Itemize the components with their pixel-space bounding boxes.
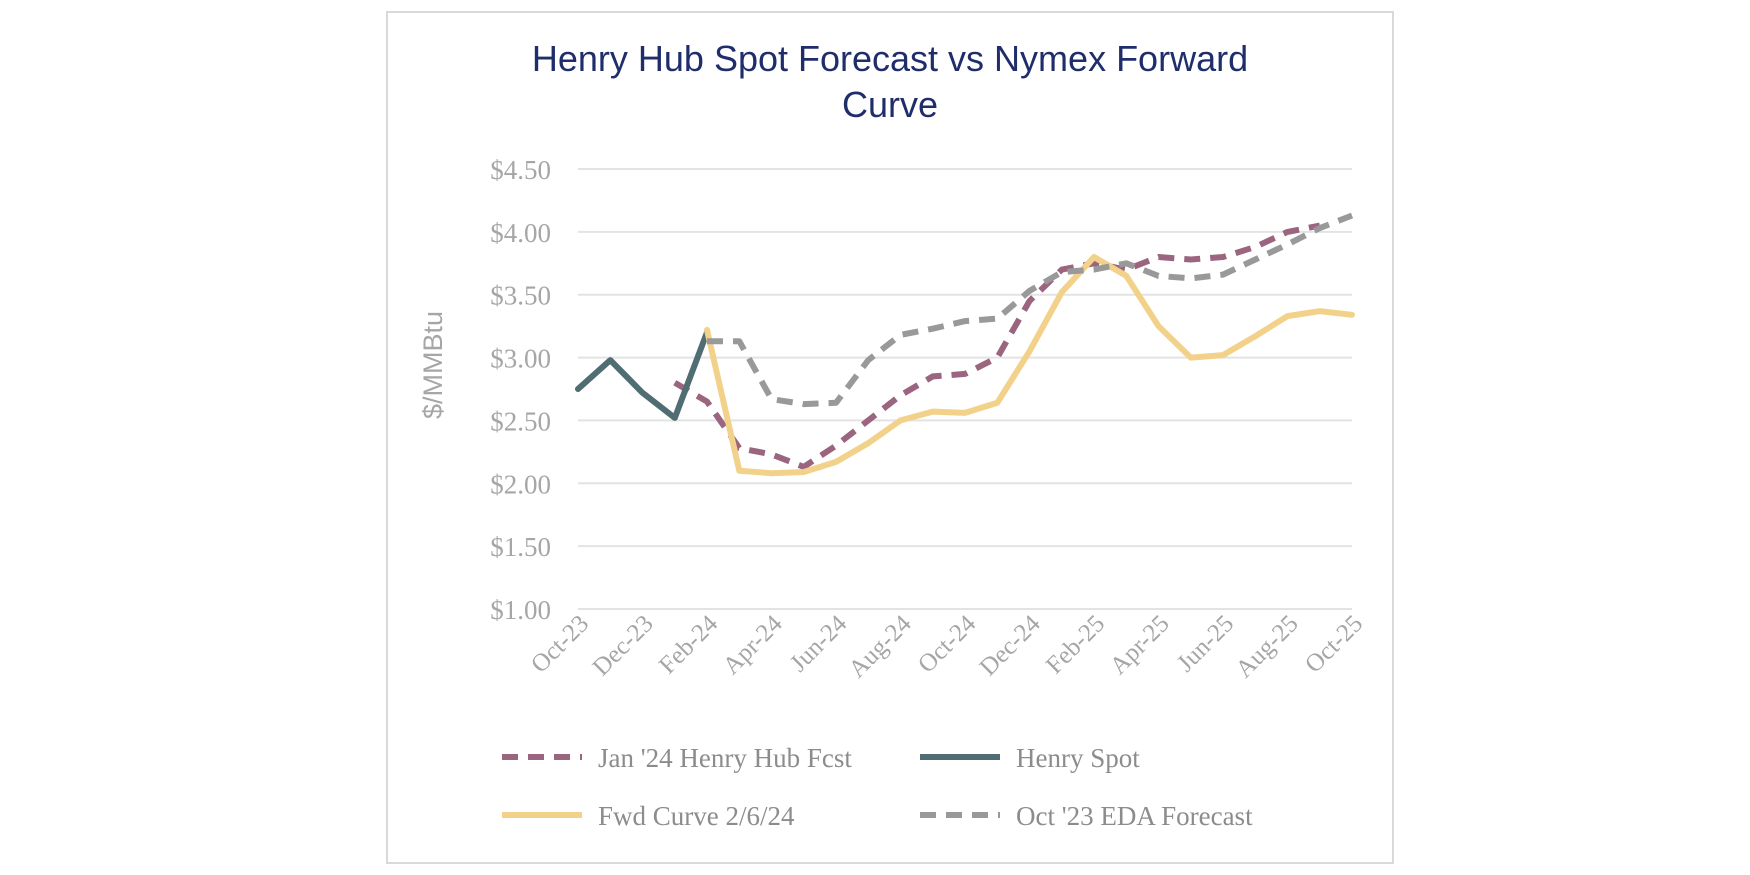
x-tick-label: Dec-23	[588, 610, 659, 681]
y-tick-label: $2.00	[490, 469, 551, 499]
y-tick-label: $1.00	[490, 595, 551, 625]
x-tick-label: Apr-24	[718, 610, 788, 680]
x-tick-label: Aug-25	[1231, 610, 1304, 683]
series-line	[673, 222, 1321, 470]
y-tick-label: $3.00	[490, 344, 551, 374]
y-tick-label: $1.50	[490, 532, 551, 562]
legend-label: Fwd Curve 2/6/24	[598, 801, 795, 831]
x-tick-labels: Oct-23Dec-23Feb-24Apr-24Jun-24Aug-24Oct-…	[526, 610, 1368, 683]
x-tick-label: Aug-24	[844, 610, 917, 683]
y-axis-label: $/MMBtu	[418, 311, 448, 419]
x-tick-label: Oct-25	[1300, 610, 1368, 678]
series-lines	[575, 212, 1355, 477]
x-tick-label: Feb-24	[654, 610, 724, 680]
x-tick-label: Apr-25	[1105, 610, 1175, 680]
legend: Jan '24 Henry Hub Fcst Henry Spot Fwd Curv…	[502, 743, 1253, 831]
y-tick-label: $3.50	[490, 281, 551, 311]
series-line	[704, 254, 1355, 477]
chart-title-line2: Curve	[841, 84, 939, 125]
series-line	[575, 329, 710, 421]
legend-label: Oct '23 EDA Forecast	[1016, 801, 1253, 831]
legend-label: Henry Spot	[1016, 743, 1140, 773]
y-tick-label: $2.50	[490, 406, 551, 436]
x-tick-label: Jun-24	[785, 610, 853, 678]
chart-title: Henry Hub Spot Forecast vs Nymex Forward…	[386, 36, 1394, 128]
y-tick-label: $4.00	[490, 218, 551, 248]
y-tick-labels: $1.00 $1.50 $2.00 $2.50 $3.00 $3.50 $4.00 $4.50	[490, 155, 551, 625]
y-tick-label: $4.50	[490, 155, 551, 185]
x-tick-label: Dec-24	[975, 610, 1046, 681]
chart-title-line1: Henry Hub Spot Forecast vs Nymex Forward	[531, 38, 1249, 79]
gridlines	[578, 168, 1352, 610]
legend-label: Jan '24 Henry Hub Fcst	[598, 743, 852, 773]
series-line	[707, 212, 1354, 408]
x-tick-label: Feb-25	[1041, 610, 1110, 679]
x-tick-label: Jun-25	[1172, 610, 1239, 677]
chart-frame	[386, 11, 1394, 864]
x-tick-label: Oct-24	[913, 610, 982, 679]
